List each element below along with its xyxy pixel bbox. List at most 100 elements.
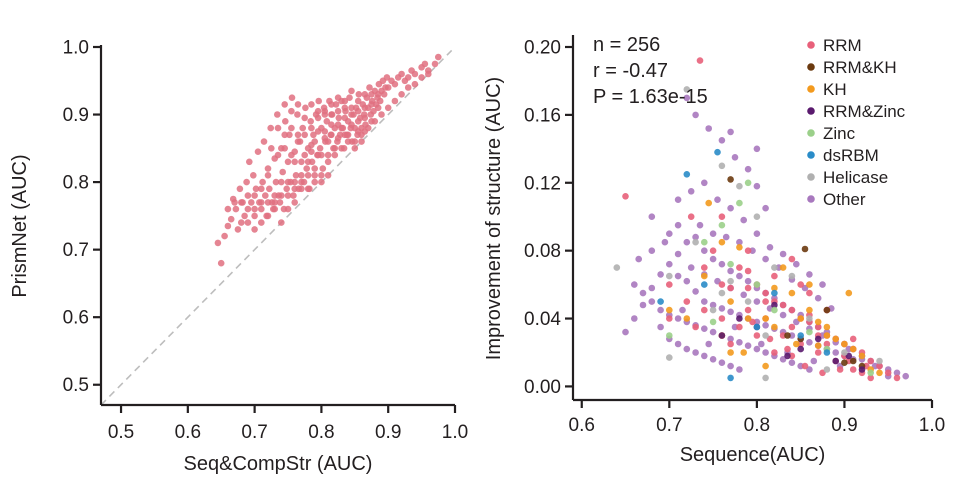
y-tick-label: 0.6 [63, 308, 89, 329]
data-point [753, 182, 761, 190]
data-point [814, 342, 822, 350]
data-point [368, 91, 375, 98]
data-point [718, 260, 726, 268]
x-tick-label: 0.6 [175, 422, 201, 443]
data-point [311, 172, 319, 179]
data-point [832, 335, 839, 343]
data-point [736, 182, 743, 190]
data-point [278, 192, 285, 199]
legend-label: Other [823, 190, 866, 209]
data-point [374, 104, 382, 112]
data-point [238, 219, 245, 226]
y-tick-label: 0.8 [63, 173, 89, 194]
data-point [806, 281, 813, 288]
data-point [867, 374, 874, 382]
data-point [266, 185, 273, 193]
data-point [217, 259, 225, 267]
data-point [718, 281, 726, 288]
data-point [281, 145, 289, 152]
data-point [391, 80, 399, 88]
data-point [319, 165, 327, 172]
data-point [832, 349, 839, 356]
data-point [753, 298, 761, 305]
data-point [274, 124, 282, 132]
data-point [744, 315, 752, 322]
data-point [262, 192, 269, 199]
data-point [631, 315, 638, 322]
data-point [284, 158, 292, 166]
data-point [236, 185, 244, 193]
data-point [657, 323, 664, 331]
data-point [244, 219, 252, 226]
stat-annotation: r = -0.47 [593, 60, 668, 82]
data-point [714, 148, 721, 156]
data-point [709, 318, 717, 326]
data-point [683, 86, 691, 93]
series-zinc [666, 179, 874, 377]
data-point [771, 289, 778, 297]
data-point [311, 165, 319, 172]
data-point [431, 60, 439, 68]
x-tick-label: 1.0 [919, 415, 945, 436]
data-point [801, 362, 809, 370]
data-point [806, 328, 813, 336]
data-point [298, 178, 305, 186]
data-point [404, 84, 412, 91]
data-point [683, 298, 691, 305]
data-point [351, 145, 359, 152]
data-point [692, 349, 699, 356]
data-point [398, 91, 405, 98]
legend-label: RRM&Zinc [823, 102, 906, 121]
data-point [683, 345, 691, 353]
data-point [251, 192, 258, 199]
data-point [727, 277, 734, 285]
data-point [260, 138, 268, 145]
data-point [753, 345, 761, 353]
data-point [303, 165, 311, 172]
data-point [328, 101, 335, 108]
data-point [841, 359, 848, 367]
data-point [692, 111, 699, 119]
data-point [797, 332, 804, 339]
data-point [823, 323, 831, 331]
data-point [307, 118, 315, 125]
data-point [727, 374, 734, 382]
data-point [304, 172, 312, 179]
data-point [762, 362, 769, 370]
data-point [814, 294, 822, 302]
stat-annotation: P = 1.63e-15 [593, 86, 708, 108]
data-point [334, 121, 342, 128]
data-point [845, 289, 853, 297]
data-point [687, 188, 695, 195]
data-point [281, 101, 289, 108]
data-point [744, 165, 752, 173]
data-point [271, 205, 279, 213]
data-point [264, 199, 272, 206]
legend-swatch [807, 195, 815, 203]
data-point [788, 359, 796, 367]
data-point [701, 272, 708, 280]
data-point [321, 107, 329, 115]
data-point [418, 74, 425, 81]
data-point [334, 107, 342, 115]
data-point [718, 162, 726, 170]
data-point [705, 199, 712, 207]
data-point [666, 332, 673, 339]
data-point [318, 172, 325, 179]
data-point [753, 213, 761, 220]
data-point [779, 250, 787, 258]
data-point [348, 104, 355, 112]
data-point [308, 101, 315, 108]
data-point [622, 328, 629, 336]
data-point [314, 151, 322, 159]
data-point [736, 264, 743, 271]
data-point [709, 255, 717, 263]
data-point [731, 154, 739, 161]
data-point [354, 128, 362, 135]
data-point [323, 118, 331, 125]
data-point [384, 84, 392, 91]
data-point [762, 322, 769, 329]
data-point [271, 192, 279, 199]
data-point [701, 179, 708, 187]
data-point [361, 104, 369, 112]
